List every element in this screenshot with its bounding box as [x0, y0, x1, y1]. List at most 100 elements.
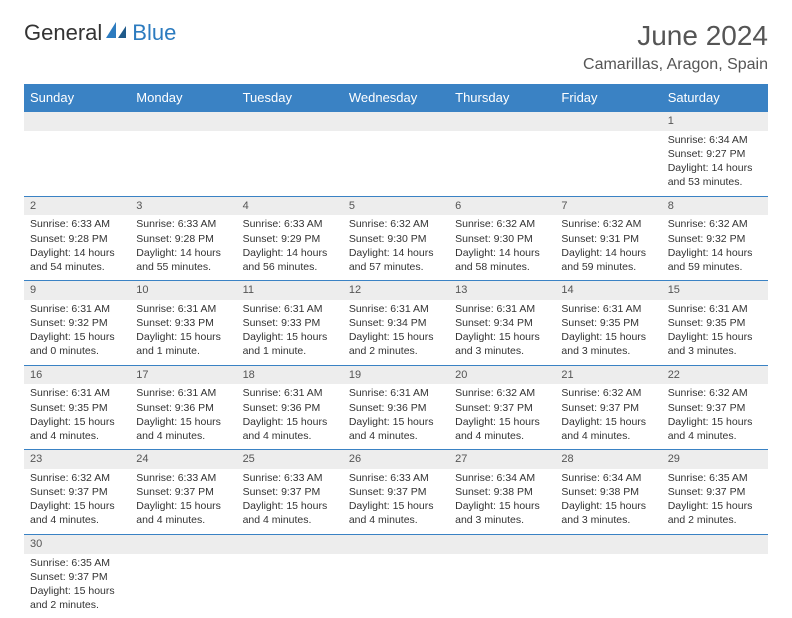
- day-cell: Sunrise: 6:31 AMSunset: 9:33 PMDaylight:…: [237, 300, 343, 365]
- weekday-header: Monday: [130, 84, 236, 112]
- sunset-text: Sunset: 9:29 PM: [243, 232, 337, 246]
- day-number: 21: [555, 365, 661, 384]
- day-cell: [343, 131, 449, 196]
- day-cell: Sunrise: 6:32 AMSunset: 9:30 PMDaylight:…: [343, 215, 449, 280]
- sail-icon: [104, 20, 130, 46]
- sunset-text: Sunset: 9:28 PM: [136, 232, 230, 246]
- day-cell: Sunrise: 6:31 AMSunset: 9:36 PMDaylight:…: [237, 384, 343, 449]
- sunrise-text: Sunrise: 6:31 AM: [668, 302, 762, 316]
- sunrise-text: Sunrise: 6:32 AM: [561, 217, 655, 231]
- daylight-text: Daylight: 15 hours and 1 minute.: [136, 330, 230, 358]
- day-number: 29: [662, 450, 768, 469]
- daylight-text: Daylight: 15 hours and 4 minutes.: [136, 499, 230, 527]
- day-number: 4: [237, 196, 343, 215]
- day-cell: Sunrise: 6:34 AMSunset: 9:27 PMDaylight:…: [662, 131, 768, 196]
- sunrise-text: Sunrise: 6:31 AM: [136, 302, 230, 316]
- day-number-row: 1: [24, 112, 768, 131]
- sunrise-text: Sunrise: 6:32 AM: [30, 471, 124, 485]
- day-content-row: Sunrise: 6:31 AMSunset: 9:35 PMDaylight:…: [24, 384, 768, 449]
- sunrise-text: Sunrise: 6:32 AM: [455, 386, 549, 400]
- sunrise-text: Sunrise: 6:34 AM: [455, 471, 549, 485]
- sunset-text: Sunset: 9:34 PM: [455, 316, 549, 330]
- sunset-text: Sunset: 9:37 PM: [136, 485, 230, 499]
- sunrise-text: Sunrise: 6:33 AM: [136, 471, 230, 485]
- page-title: June 2024: [583, 20, 768, 52]
- day-number-row: 30: [24, 534, 768, 553]
- day-content-row: Sunrise: 6:32 AMSunset: 9:37 PMDaylight:…: [24, 469, 768, 534]
- day-cell: [237, 131, 343, 196]
- sunset-text: Sunset: 9:33 PM: [136, 316, 230, 330]
- day-cell: Sunrise: 6:32 AMSunset: 9:37 PMDaylight:…: [555, 384, 661, 449]
- day-cell: Sunrise: 6:31 AMSunset: 9:36 PMDaylight:…: [130, 384, 236, 449]
- day-cell: Sunrise: 6:33 AMSunset: 9:37 PMDaylight:…: [130, 469, 236, 534]
- day-cell: Sunrise: 6:33 AMSunset: 9:29 PMDaylight:…: [237, 215, 343, 280]
- daylight-text: Daylight: 15 hours and 3 minutes.: [668, 330, 762, 358]
- daylight-text: Daylight: 15 hours and 4 minutes.: [561, 415, 655, 443]
- sunrise-text: Sunrise: 6:32 AM: [668, 386, 762, 400]
- daylight-text: Daylight: 15 hours and 3 minutes.: [455, 330, 549, 358]
- location-label: Camarillas, Aragon, Spain: [583, 56, 768, 74]
- sunrise-text: Sunrise: 6:31 AM: [243, 386, 337, 400]
- day-number: 11: [237, 281, 343, 300]
- day-cell: [130, 131, 236, 196]
- day-number: [449, 112, 555, 131]
- daylight-text: Daylight: 14 hours and 56 minutes.: [243, 246, 337, 274]
- sunrise-text: Sunrise: 6:31 AM: [136, 386, 230, 400]
- sunrise-text: Sunrise: 6:32 AM: [561, 386, 655, 400]
- sunset-text: Sunset: 9:37 PM: [30, 485, 124, 499]
- day-number-row: 9101112131415: [24, 281, 768, 300]
- sunset-text: Sunset: 9:38 PM: [561, 485, 655, 499]
- sunrise-text: Sunrise: 6:31 AM: [30, 386, 124, 400]
- day-number: [24, 112, 130, 131]
- day-number: 30: [24, 534, 130, 553]
- sunset-text: Sunset: 9:37 PM: [30, 570, 124, 584]
- day-cell: Sunrise: 6:33 AMSunset: 9:37 PMDaylight:…: [343, 469, 449, 534]
- day-number: 18: [237, 365, 343, 384]
- sunset-text: Sunset: 9:36 PM: [349, 401, 443, 415]
- day-number: [130, 534, 236, 553]
- sunset-text: Sunset: 9:32 PM: [668, 232, 762, 246]
- sunrise-text: Sunrise: 6:33 AM: [243, 471, 337, 485]
- daylight-text: Daylight: 14 hours and 57 minutes.: [349, 246, 443, 274]
- sunrise-text: Sunrise: 6:33 AM: [349, 471, 443, 485]
- sunset-text: Sunset: 9:33 PM: [243, 316, 337, 330]
- day-number: [662, 534, 768, 553]
- daylight-text: Daylight: 15 hours and 4 minutes.: [349, 415, 443, 443]
- weekday-header: Sunday: [24, 84, 130, 112]
- day-number: 28: [555, 450, 661, 469]
- daylight-text: Daylight: 15 hours and 1 minute.: [243, 330, 337, 358]
- sunrise-text: Sunrise: 6:33 AM: [243, 217, 337, 231]
- sunset-text: Sunset: 9:37 PM: [561, 401, 655, 415]
- calendar-body: 1Sunrise: 6:34 AMSunset: 9:27 PMDaylight…: [24, 112, 768, 618]
- day-cell: Sunrise: 6:32 AMSunset: 9:31 PMDaylight:…: [555, 215, 661, 280]
- daylight-text: Daylight: 15 hours and 3 minutes.: [455, 499, 549, 527]
- day-cell: [343, 554, 449, 618]
- daylight-text: Daylight: 15 hours and 2 minutes.: [349, 330, 443, 358]
- day-number: [449, 534, 555, 553]
- daylight-text: Daylight: 14 hours and 59 minutes.: [561, 246, 655, 274]
- daylight-text: Daylight: 14 hours and 58 minutes.: [455, 246, 549, 274]
- day-number: [237, 112, 343, 131]
- day-number: [343, 112, 449, 131]
- day-number: 14: [555, 281, 661, 300]
- day-number: 6: [449, 196, 555, 215]
- day-number: 10: [130, 281, 236, 300]
- weekday-header: Thursday: [449, 84, 555, 112]
- day-cell: Sunrise: 6:31 AMSunset: 9:34 PMDaylight:…: [449, 300, 555, 365]
- day-cell: Sunrise: 6:32 AMSunset: 9:32 PMDaylight:…: [662, 215, 768, 280]
- weekday-header: Tuesday: [237, 84, 343, 112]
- sunset-text: Sunset: 9:30 PM: [455, 232, 549, 246]
- sunset-text: Sunset: 9:37 PM: [243, 485, 337, 499]
- day-cell: Sunrise: 6:33 AMSunset: 9:28 PMDaylight:…: [24, 215, 130, 280]
- day-cell: Sunrise: 6:33 AMSunset: 9:28 PMDaylight:…: [130, 215, 236, 280]
- day-cell: Sunrise: 6:31 AMSunset: 9:32 PMDaylight:…: [24, 300, 130, 365]
- day-number: 3: [130, 196, 236, 215]
- day-number: 27: [449, 450, 555, 469]
- weekday-header: Saturday: [662, 84, 768, 112]
- sunrise-text: Sunrise: 6:33 AM: [136, 217, 230, 231]
- sunset-text: Sunset: 9:36 PM: [136, 401, 230, 415]
- sunrise-text: Sunrise: 6:32 AM: [349, 217, 443, 231]
- logo: General Blue: [24, 20, 176, 46]
- weekday-header: Wednesday: [343, 84, 449, 112]
- day-number: 13: [449, 281, 555, 300]
